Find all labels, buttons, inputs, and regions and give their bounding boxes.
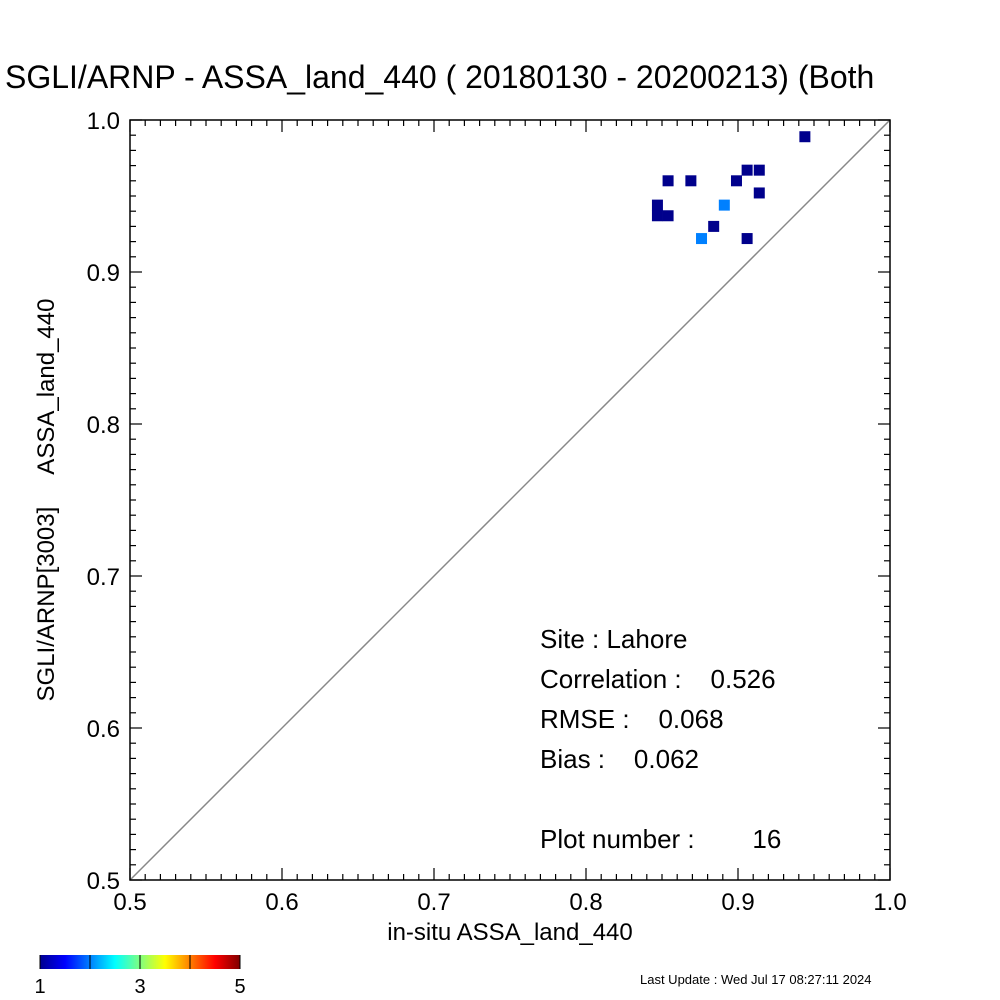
data-point: [662, 175, 674, 187]
colorbar-label: 1: [34, 976, 45, 998]
data-point: [753, 187, 765, 199]
data-point: [730, 175, 742, 187]
data-point: [651, 210, 663, 222]
stat-correlation: Correlation : 0.526: [540, 664, 776, 694]
data-point: [799, 131, 811, 143]
x-axis-label: in-situ ASSA_land_440: [387, 919, 633, 946]
data-point: [662, 210, 674, 222]
axis-ticks: [129, 119, 891, 881]
one-to-one-line: [130, 120, 890, 880]
y-tick-label: 0.9: [87, 260, 120, 287]
data-point: [741, 164, 753, 176]
data-point: [708, 220, 720, 232]
data-point: [718, 199, 730, 211]
stat-bias: Bias : 0.062: [540, 744, 699, 774]
colorbar-ticks: [39, 955, 241, 969]
x-tick-label: 0.6: [265, 889, 298, 916]
data-point: [685, 175, 697, 187]
y-tick-label: 0.7: [87, 564, 120, 591]
x-tick-label: 0.8: [569, 889, 602, 916]
x-tick-label: 1.0: [873, 889, 906, 916]
y-axis-label: SGLI/ARNP[3003] ASSA_land_440: [33, 299, 60, 702]
x-tick-labels: 0.5 0.6 0.7 0.8 0.9 1.0: [113, 889, 906, 916]
colorbar-labels: 1 3 5: [34, 976, 245, 998]
data-point: [651, 199, 663, 211]
data-point: [741, 233, 753, 245]
data-points: [651, 131, 811, 245]
y-tick-labels: 0.5 0.6 0.7 0.8 0.9 1.0: [87, 108, 120, 895]
stat-plot-number: Plot number : 16: [540, 824, 781, 854]
data-point: [753, 164, 765, 176]
colorbar-label: 3: [134, 976, 145, 998]
x-tick-label: 0.7: [417, 889, 450, 916]
colorbar-label: 5: [234, 976, 245, 998]
stat-site: Site : Lahore: [540, 624, 687, 654]
y-tick-label: 1.0: [87, 108, 120, 135]
y-tick-label: 0.6: [87, 716, 120, 743]
plot-frame: [129, 119, 891, 881]
data-point: [696, 233, 708, 245]
x-tick-label: 0.9: [721, 889, 754, 916]
chart-title: SGLI/ARNP - ASSA_land_440 ( 20180130 - 2…: [5, 59, 874, 95]
stat-rmse: RMSE : 0.068: [540, 704, 724, 734]
y-tick-label: 0.5: [87, 868, 120, 895]
y-tick-label: 0.8: [87, 412, 120, 439]
last-update: Last Update : Wed Jul 17 08:27:11 2024: [640, 972, 872, 987]
x-tick-label: 0.5: [113, 889, 146, 916]
